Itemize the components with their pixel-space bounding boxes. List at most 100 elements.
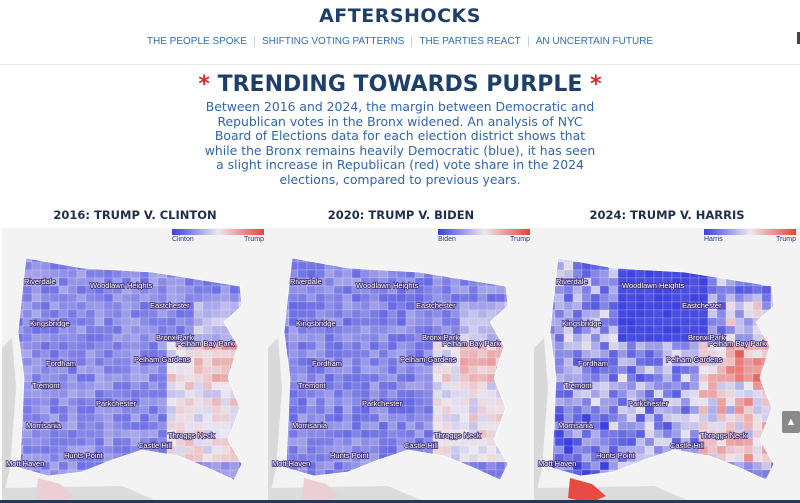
nav-the-parties-react[interactable]: THE PARTIES REACT bbox=[411, 36, 527, 47]
district-cell bbox=[608, 397, 619, 407]
district-cell bbox=[139, 341, 150, 351]
district-cell bbox=[148, 317, 159, 327]
bronx-map-2016[interactable]: Riverdale Woodlawn Heights Eastchester King… bbox=[2, 228, 268, 503]
district-cell bbox=[157, 405, 168, 415]
district-cell bbox=[653, 373, 664, 383]
district-cell bbox=[76, 381, 87, 391]
district-cell bbox=[360, 389, 371, 399]
district-cell bbox=[139, 389, 150, 399]
nav-the-people-spoke[interactable]: THE PEOPLE SPOKE bbox=[146, 36, 247, 47]
district-cell bbox=[184, 405, 195, 415]
district-cell bbox=[342, 325, 353, 335]
district-cell bbox=[387, 293, 398, 303]
site-title[interactable]: AFTERSHOCKS bbox=[319, 5, 481, 27]
district-cell bbox=[369, 437, 380, 447]
district-cell bbox=[486, 301, 497, 311]
district-cell bbox=[752, 349, 763, 359]
district-cell bbox=[486, 421, 497, 431]
district-cell bbox=[671, 293, 682, 303]
nav-an-uncertain-future[interactable]: AN UNCERTAIN FUTURE bbox=[527, 36, 660, 47]
district-cell bbox=[387, 325, 398, 335]
district-cell bbox=[76, 341, 87, 351]
district-cell bbox=[49, 349, 60, 359]
map-label-fordham: Fordham bbox=[46, 359, 76, 368]
district-cell bbox=[31, 397, 42, 407]
district-cell bbox=[229, 293, 240, 303]
district-cell bbox=[76, 397, 87, 407]
district-cell bbox=[76, 349, 87, 359]
district-cell bbox=[76, 333, 87, 343]
district-cell bbox=[58, 461, 69, 471]
district-cell bbox=[635, 333, 646, 343]
district-cell bbox=[689, 373, 700, 383]
district-cell bbox=[563, 357, 574, 367]
district-cell bbox=[707, 413, 718, 423]
district-cell bbox=[175, 389, 186, 399]
district-cell bbox=[572, 389, 583, 399]
district-cell bbox=[617, 341, 628, 351]
bronx-map-2024[interactable]: Riverdale Woodlawn Heights Eastchester King… bbox=[534, 228, 800, 503]
district-cell bbox=[40, 333, 51, 343]
district-cell bbox=[94, 269, 105, 279]
district-cell bbox=[468, 453, 479, 463]
district-cell bbox=[725, 325, 736, 335]
district-cell bbox=[486, 357, 497, 367]
district-cell bbox=[405, 301, 416, 311]
bronx-map-2020[interactable]: Riverdale Woodlawn Heights Eastchester King… bbox=[268, 228, 534, 503]
district-cell bbox=[414, 373, 425, 383]
district-cell bbox=[698, 285, 709, 295]
district-cell bbox=[342, 341, 353, 351]
district-cell bbox=[121, 333, 132, 343]
district-cell bbox=[67, 269, 78, 279]
district-cell bbox=[67, 309, 78, 319]
district-cell bbox=[67, 421, 78, 431]
district-cell bbox=[707, 309, 718, 319]
district-cell bbox=[662, 413, 673, 423]
district-cell bbox=[324, 269, 335, 279]
district-cell bbox=[342, 285, 353, 295]
district-cell bbox=[689, 413, 700, 423]
district-cell bbox=[644, 293, 655, 303]
district-cell bbox=[635, 269, 646, 279]
district-cell bbox=[572, 309, 583, 319]
district-cell bbox=[342, 317, 353, 327]
district-cell bbox=[608, 429, 619, 439]
district-cell bbox=[572, 293, 583, 303]
district-cell bbox=[662, 325, 673, 335]
district-cell bbox=[725, 301, 736, 311]
district-cell bbox=[202, 445, 213, 455]
district-cell bbox=[202, 373, 213, 383]
district-cell bbox=[441, 397, 452, 407]
district-cell bbox=[297, 341, 308, 351]
district-cell bbox=[342, 413, 353, 423]
district-cell bbox=[752, 389, 763, 399]
district-cell bbox=[743, 453, 754, 463]
district-cell bbox=[432, 277, 443, 287]
district-cell bbox=[76, 285, 87, 295]
district-cell bbox=[761, 293, 772, 303]
district-cell bbox=[459, 309, 470, 319]
district-cell bbox=[148, 405, 159, 415]
district-cell bbox=[94, 301, 105, 311]
district-cell bbox=[157, 373, 168, 383]
district-cell bbox=[653, 325, 664, 335]
nav-shifting-voting-patterns[interactable]: SHIFTING VOTING PATTERNS bbox=[253, 36, 411, 47]
district-cell bbox=[202, 453, 213, 463]
district-cell bbox=[324, 349, 335, 359]
district-cell bbox=[743, 293, 754, 303]
district-cell bbox=[644, 341, 655, 351]
district-cell bbox=[477, 325, 488, 335]
district-cell bbox=[590, 341, 601, 351]
district-cell bbox=[211, 461, 222, 471]
district-cell bbox=[387, 437, 398, 447]
district-cell bbox=[85, 413, 96, 423]
district-cell bbox=[351, 325, 362, 335]
district-cell bbox=[486, 413, 497, 423]
district-cell bbox=[103, 325, 114, 335]
district-cell bbox=[211, 405, 222, 415]
district-cell bbox=[644, 413, 655, 423]
district-cell bbox=[369, 269, 380, 279]
district-cell bbox=[468, 397, 479, 407]
scroll-to-top-button[interactable]: ▲ bbox=[782, 411, 800, 433]
district-cell bbox=[644, 317, 655, 327]
